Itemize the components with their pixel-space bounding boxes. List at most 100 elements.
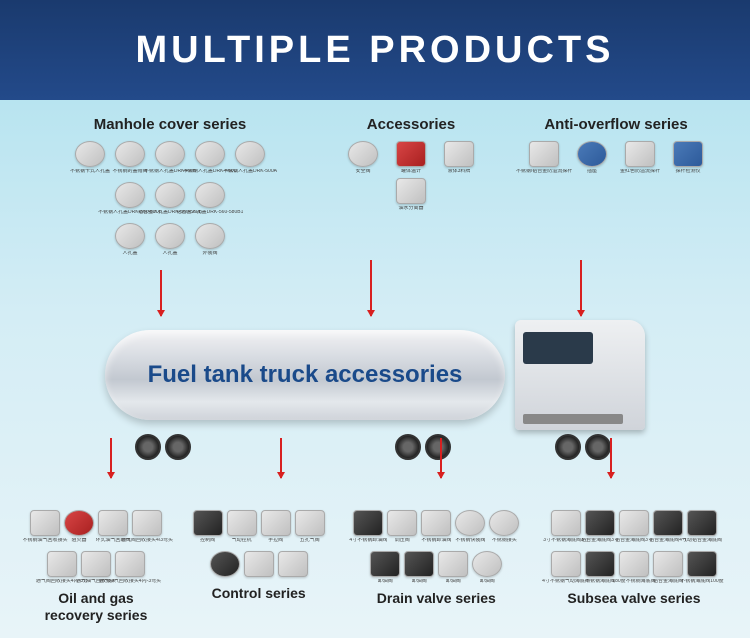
product-thumb: 3寸不锈钢海底阀3寸 (551, 510, 581, 543)
wheel-icon (135, 434, 161, 460)
category-oilgas: 不锈钢油气回收接头阻火器环式油气回收阀通气阀回收接头4/3弯头通气阀回收接头4内… (16, 510, 176, 624)
product-thumb: 铝合金海底阀3寸 (619, 510, 649, 543)
product-icon (577, 141, 607, 167)
product-label: 气动铝合金海底阀 (682, 538, 722, 543)
thumb-grid: 不锈钢卡式人孔盖不锈钢的盖帽阀不锈钢人孔盖DRK460B不锈钢人孔盖DRK-46… (40, 141, 300, 256)
product-icon (673, 141, 703, 167)
product-icon (551, 510, 581, 536)
product-thumb: 控制阀 (193, 510, 223, 543)
header-title: MULTIPLE PRODUCTS (136, 29, 615, 72)
category-title: Control series (212, 585, 306, 602)
product-icon (278, 551, 308, 577)
product-icon (551, 551, 581, 577)
product-thumb: 不锈钢人孔盖DRK-500A (232, 141, 268, 174)
product-label: 4寸不锈钢卸油阀 (349, 538, 387, 543)
product-icon (115, 182, 145, 208)
product-thumb: 卸油阀 (438, 551, 468, 584)
product-thumb: 人孔盖 (152, 223, 188, 256)
product-icon (687, 510, 717, 536)
product-thumb: 探杆检测仪 (666, 141, 710, 174)
product-thumb: 不锈钢海底阀100度 (687, 551, 717, 584)
product-thumb: 4寸不锈钢气动海底阀 (551, 551, 581, 584)
product-label: 液体3料牌 (448, 169, 471, 174)
product-label: 180度不锈钢海底阀 (612, 579, 655, 584)
product-icon (585, 510, 615, 536)
product-icon (529, 141, 559, 167)
product-label: 不锈钢海底阀 (585, 579, 615, 584)
main-infographic: Manhole cover series 不锈钢卡式人孔盖不锈钢的盖帽阀不锈钢人… (0, 100, 750, 638)
thumb-grid: 不锈钢/铝合金防溢流探杆插座 金红色防溢流探杆 探杆检测仪 (522, 141, 710, 174)
category-title: Accessories (367, 116, 455, 133)
product-label: 卸油阀 (446, 579, 461, 584)
product-icon (47, 551, 77, 577)
arrow-icon (580, 260, 582, 316)
truck-illustration: Fuel tank truck accessories (95, 310, 655, 450)
product-thumb: 插座 (570, 141, 614, 174)
product-label: 铝合金海底阀 (653, 579, 683, 584)
category-title: Manhole cover series (94, 116, 247, 133)
wheel-icon (555, 434, 581, 460)
product-thumb: 金红色防溢流探杆 (618, 141, 662, 174)
product-label: 卸油阀 (378, 579, 393, 584)
product-label: 卸油阀 (412, 579, 427, 584)
arrow-icon (110, 438, 112, 478)
product-label: 金红色防溢流探杆 (620, 169, 660, 174)
product-icon (653, 510, 683, 536)
product-label: 油水分离器 (398, 206, 423, 211)
arrow-icon (280, 438, 282, 478)
product-thumb: 外装阀 (192, 223, 228, 256)
thumb-grid: 不锈钢油气回收接头阻火器环式油气回收阀通气阀回收接头4/3弯头通气阀回收接头4内… (16, 510, 176, 584)
product-label: 插座 (587, 169, 597, 174)
product-icon (585, 551, 615, 577)
top-categories: Manhole cover series 不锈钢卡式人孔盖不锈钢的盖帽阀不锈钢人… (10, 116, 740, 256)
product-thumb: 气动控机 (227, 510, 257, 543)
product-label: 罐体温计 (401, 169, 421, 174)
truck-cab (515, 320, 645, 430)
thumb-grid: 控制阀气动控机手拉阀五孔气阀 (179, 510, 339, 579)
product-thumb: 卸油阀 (370, 551, 400, 584)
product-thumb: 不锈钢/铝合金防溢流探杆 (522, 141, 566, 174)
product-icon (370, 551, 400, 577)
product-icon (472, 551, 502, 577)
product-label: 铝合金海底阀3寸 (581, 538, 619, 543)
category-title: Drain valve series (377, 590, 496, 607)
product-label: 调压阀 (395, 538, 410, 543)
product-icon (227, 510, 257, 536)
product-thumb: 安全阀 (341, 141, 385, 174)
product-icon (353, 510, 383, 536)
product-thumb: 油水分离器 (389, 178, 433, 211)
category-accessories: Accessories 安全阀罐体温计 液体3料牌油水分离器 (326, 116, 496, 256)
product-label: 4寸不锈钢气动海底阀 (542, 579, 590, 584)
product-label: 不锈钢的盖帽阀 (112, 169, 147, 174)
product-label: 人孔盖 (162, 251, 177, 256)
product-icon (195, 223, 225, 249)
product-icon (396, 141, 426, 167)
product-icon (444, 141, 474, 167)
product-thumb: 不锈钢的盖帽阀 (112, 141, 148, 174)
product-icon (455, 510, 485, 536)
header-banner: MULTIPLE PRODUCTS (0, 0, 750, 100)
product-thumb: 卸油阀 (472, 551, 502, 584)
product-icon (155, 141, 185, 167)
product-label: 五孔气阀 (300, 538, 320, 543)
product-thumb: 铝合金海底阀3寸 (585, 510, 615, 543)
product-label: 阻火器 (71, 538, 86, 543)
product-thumb: 人孔盖 (112, 223, 148, 256)
category-antioverflow: Anti-overflow series 不锈钢/铝合金防溢流探杆插座金红色防溢… (522, 116, 710, 256)
wheel-icon (395, 434, 421, 460)
category-manhole: Manhole cover series 不锈钢卡式人孔盖不锈钢的盖帽阀不锈钢人… (40, 116, 300, 256)
product-label: 铝合金海底阀3寸 (615, 538, 653, 543)
product-icon (81, 551, 111, 577)
product-thumb: 铝合金海底阀4寸 (653, 510, 683, 543)
product-icon (210, 551, 240, 577)
product-icon (195, 141, 225, 167)
product-thumb: 卸油阀 (404, 551, 434, 584)
product-icon (489, 510, 519, 536)
bottom-categories: 不锈钢油气回收接头阻火器环式油气回收阀通气阀回收接头4/3弯头通气阀回收接头4内… (0, 510, 750, 624)
product-icon (64, 510, 94, 536)
product-icon (75, 141, 105, 167)
product-thumb (244, 551, 274, 579)
thumb-grid: 3寸不锈钢海底阀3寸铝合金海底阀3寸铝合金海底阀3寸铝合金海底阀4寸气动铝合金海… (544, 510, 724, 584)
arrow-icon (370, 260, 372, 316)
product-icon (98, 510, 128, 536)
